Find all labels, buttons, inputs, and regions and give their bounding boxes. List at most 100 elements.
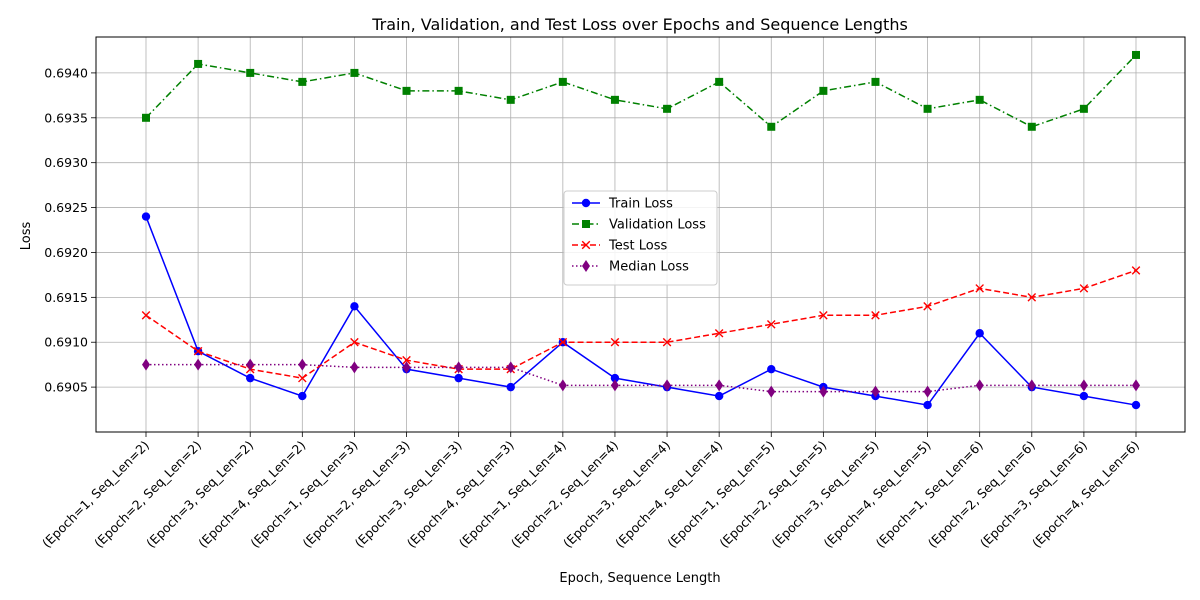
data-point — [767, 364, 776, 374]
x-tick-label: (Epoch=3, Seq_Len=3) — [352, 438, 465, 551]
data-point — [1132, 50, 1140, 59]
x-tick-label: (Epoch=4, Seq_Len=4) — [612, 438, 725, 551]
x-tick-label: (Epoch=4, Seq_Len=6) — [1029, 438, 1142, 551]
data-point — [1131, 400, 1141, 410]
data-point — [1079, 104, 1088, 113]
x-tick-label: (Epoch=2, Seq_Len=3) — [300, 438, 413, 551]
legend-box — [563, 190, 718, 286]
data-point — [663, 379, 672, 392]
legend-label: Median Loss — [609, 260, 689, 275]
x-tick-label: (Epoch=4, Seq_Len=3) — [404, 438, 517, 551]
data-point — [298, 391, 307, 401]
series-line — [145, 269, 1137, 379]
series-median-loss — [142, 358, 1140, 398]
y-tick-label: 0.6930 — [44, 155, 88, 170]
data-point — [194, 59, 203, 68]
x-tick-label: (Epoch=3, Seq_Len=5) — [768, 438, 881, 551]
legend: Train Loss Validation Loss Test Loss Median… — [563, 190, 718, 286]
x-tick-label: (Epoch=1, Seq_Len=2) — [39, 438, 152, 551]
data-point — [767, 385, 776, 398]
data-point — [1132, 379, 1140, 392]
legend-item: Test Loss — [572, 239, 667, 254]
data-point — [246, 373, 255, 383]
data-point — [714, 328, 724, 338]
x-tick-label: (Epoch=2, Seq_Len=5) — [716, 438, 829, 551]
data-point — [975, 284, 984, 293]
data-point — [298, 373, 307, 383]
x-axis-title: Epoch, Sequence Length — [559, 571, 720, 586]
data-point — [454, 86, 463, 95]
data-point — [142, 113, 150, 122]
data-point — [663, 104, 672, 113]
x-tick-label: (Epoch=4, Seq_Len=5) — [821, 438, 934, 551]
data-point — [402, 86, 411, 95]
legend-marker — [581, 198, 591, 208]
series-validation-loss — [142, 50, 1140, 131]
data-point — [402, 355, 411, 365]
x-tick-label: (Epoch=1, Seq_Len=4) — [456, 438, 569, 551]
data-point — [194, 358, 203, 371]
data-point — [142, 358, 150, 371]
data-point — [767, 122, 776, 131]
y-axis-title: Loss — [19, 222, 34, 251]
data-point — [1131, 266, 1141, 275]
legend-item: Train Loss — [572, 197, 673, 212]
data-point — [246, 358, 255, 371]
y-tick-label: 0.6920 — [44, 245, 88, 260]
data-point — [350, 361, 359, 374]
plot-area-frame — [95, 36, 1186, 433]
data-point — [402, 361, 411, 374]
series-test-loss — [141, 266, 1141, 383]
data-point — [298, 358, 307, 371]
data-point — [715, 379, 724, 392]
series-group — [141, 50, 1141, 410]
data-point — [871, 385, 880, 398]
y-tick-label: 0.6905 — [44, 380, 88, 395]
data-point — [1079, 284, 1089, 293]
data-point — [923, 302, 932, 311]
legend-label: Validation Loss — [609, 218, 706, 233]
data-point — [714, 391, 724, 401]
x-tick-label: (Epoch=3, Seq_Len=4) — [560, 438, 673, 551]
data-point — [506, 361, 515, 374]
y-tick-label: 0.6910 — [44, 335, 88, 350]
data-point — [350, 337, 359, 347]
data-point — [923, 385, 932, 398]
data-point — [871, 311, 880, 320]
data-point — [975, 379, 984, 392]
data-point — [558, 77, 567, 86]
legend-marker — [582, 260, 590, 272]
y-tick-label: 0.6935 — [44, 110, 88, 125]
legend-item: Median Loss — [572, 260, 689, 275]
data-point — [141, 212, 151, 221]
data-point — [923, 104, 932, 113]
chart-title: Train, Validation, and Test Loss over Ep… — [371, 15, 908, 34]
data-point — [1027, 293, 1037, 302]
x-tick-label: (Epoch=2, Seq_Len=4) — [508, 438, 621, 551]
data-point — [819, 86, 828, 95]
data-point — [975, 329, 984, 338]
data-point — [141, 311, 151, 320]
data-point — [923, 400, 932, 410]
legend-label: Train Loss — [608, 197, 673, 212]
legend-label: Test Loss — [608, 239, 667, 254]
data-point — [193, 346, 203, 356]
x-tick-label: (Epoch=2, Seq_Len=2) — [91, 438, 204, 551]
data-point — [1027, 379, 1036, 392]
y-tick-label: 0.6940 — [44, 65, 88, 80]
data-point — [766, 319, 776, 329]
data-point — [1079, 391, 1089, 401]
data-point — [975, 95, 984, 104]
legend-marker — [581, 240, 591, 250]
data-point — [819, 311, 828, 320]
legend-marker — [582, 220, 590, 228]
data-point — [506, 95, 515, 104]
data-point — [610, 379, 619, 392]
y-axis: 0.6905 0.6910 0.6915 0.6920 0.6925 0.6930 0.69… — [44, 65, 96, 395]
x-tick-label: (Epoch=3, Seq_Len=2) — [143, 438, 256, 551]
series-line — [145, 216, 1137, 406]
data-point — [1027, 122, 1036, 131]
x-tick-label: (Epoch=1, Seq_Len=3) — [247, 438, 360, 551]
x-tick-label: (Epoch=3, Seq_Len=6) — [977, 438, 1090, 551]
